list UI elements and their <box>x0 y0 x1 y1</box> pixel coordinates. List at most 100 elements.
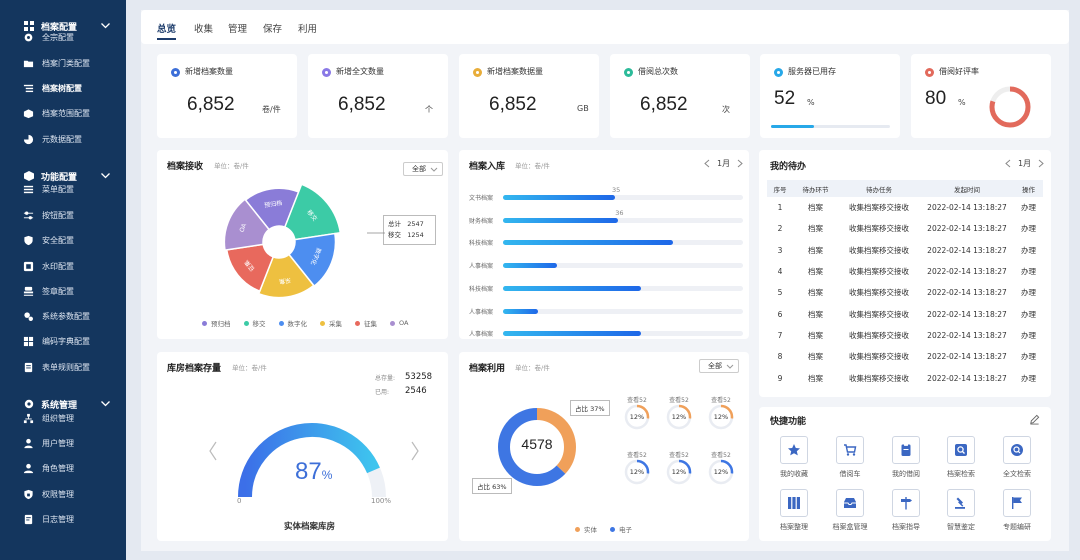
stat-icon <box>473 68 482 77</box>
sidebar-item-16[interactable]: 权限管理 <box>23 483 123 505</box>
sidebar-item-14[interactable]: 用户管理 <box>23 432 123 454</box>
handle-link[interactable]: 办理 <box>1021 267 1036 277</box>
user-icon <box>23 438 34 449</box>
todo-column-header: 待办环节 <box>793 180 838 197</box>
legend-swatch <box>202 320 207 326</box>
bar[interactable] <box>503 331 641 337</box>
sidebar-item-4[interactable]: 元数据配置 <box>23 128 123 150</box>
legend-item: 采集 <box>320 318 342 328</box>
sidebar-item-12[interactable]: 表单规则配置 <box>23 356 123 378</box>
bar[interactable] <box>503 285 641 291</box>
sidebar-item-8[interactable]: 水印配置 <box>23 255 123 277</box>
sidebar-item-label: 菜单配置 <box>42 184 74 194</box>
sidebar-item-10[interactable]: 系统参数配置 <box>23 305 123 327</box>
tab-preserve[interactable]: 保存 <box>263 24 283 35</box>
quick-item-4[interactable]: 全文检索 <box>992 436 1042 479</box>
handle-link[interactable]: 办理 <box>1021 245 1036 255</box>
handle-link[interactable]: 办理 <box>1021 352 1036 362</box>
quick-item-6[interactable]: 档案盒管理 <box>825 489 875 532</box>
sidebar-group-label: 档案配置 <box>41 22 78 33</box>
top-tab-bar: 总览 收集 管理 保存 利用 <box>141 10 1069 44</box>
quick-item-7[interactable]: 档案指导 <box>881 489 931 532</box>
handle-link[interactable]: 办理 <box>1021 309 1036 319</box>
quick-item-1[interactable]: 借阅车 <box>825 436 875 479</box>
sidebar-group-1[interactable]: 功能配置 <box>23 164 110 188</box>
bar-track <box>503 308 743 314</box>
gauge-next-arrow-icon[interactable] <box>409 440 421 462</box>
quick-item-3[interactable]: 档案检索 <box>936 436 986 479</box>
gauge-prev-arrow-icon[interactable] <box>207 440 219 462</box>
bar[interactable] <box>503 308 539 314</box>
chevron-right-icon[interactable] <box>1037 159 1045 168</box>
quick-item-9[interactable]: 专题编研 <box>992 489 1042 532</box>
server-usage-fill <box>771 125 814 128</box>
chevron-right-icon[interactable] <box>736 159 744 168</box>
handle-link[interactable]: 办理 <box>1021 330 1036 340</box>
bar[interactable] <box>503 217 619 223</box>
bar-track <box>503 240 743 246</box>
quick-item-0[interactable]: 我的收藏 <box>769 436 819 479</box>
stat-label: 新增全文数量 <box>336 67 384 76</box>
table-cell: 收集档案移交接收 <box>849 245 909 255</box>
tab-overview[interactable]: 总览 <box>157 24 177 35</box>
table-row: 9 档案 收集档案移交接收 2022-02-14 13:18:27 办理 <box>767 367 1043 388</box>
bar[interactable] <box>503 195 615 200</box>
tab-utilize[interactable]: 利用 <box>298 24 318 35</box>
table-cell: 3 <box>777 245 783 255</box>
receive-filter-select[interactable]: 全部 <box>403 162 443 176</box>
sidebar-item-6[interactable]: 按钮配置 <box>23 204 123 226</box>
stat-icon <box>624 68 633 77</box>
inflow-card: 档案入库 单位：卷/件 1月 文书档案 35 财务档案 36 科技档案 人事档案… <box>459 150 749 339</box>
bar-track <box>503 331 743 337</box>
handle-link[interactable]: 办理 <box>1021 203 1036 213</box>
sidebar-item-2[interactable]: 档案树配置 <box>23 77 123 99</box>
chevron-left-icon[interactable] <box>703 159 711 168</box>
legend-item: 电子 <box>610 524 632 534</box>
quick-item-label: 全文检索 <box>1003 470 1031 478</box>
ring-label: 查看52 <box>669 452 689 459</box>
sidebar-item-7[interactable]: 安全配置 <box>23 229 123 251</box>
sidebar-item-11[interactable]: 编码字典配置 <box>23 330 123 352</box>
sidebar-item-1[interactable]: 档案门类配置 <box>23 52 123 74</box>
tab-manage[interactable]: 管理 <box>228 24 248 35</box>
gear-icon <box>23 32 34 43</box>
handle-link[interactable]: 办理 <box>1021 288 1036 298</box>
sidebar-item-5[interactable]: 菜单配置 <box>23 178 123 200</box>
sidebar-item-13[interactable]: 组织管理 <box>23 407 123 429</box>
edit-icon[interactable] <box>1029 414 1040 425</box>
sidebar-group-label: 功能配置 <box>41 172 78 183</box>
chevron-left-icon[interactable] <box>1004 159 1012 168</box>
ring-value: 12% <box>713 413 729 421</box>
quick-item-5[interactable]: 档案整理 <box>769 489 819 532</box>
bar[interactable] <box>503 263 558 269</box>
inflow-bar-row: 文书档案 35 <box>469 186 749 202</box>
quick-item-2[interactable]: 我的借阅 <box>881 436 931 479</box>
log-icon <box>23 514 34 525</box>
todo-month-nav: 1月 <box>1004 158 1045 169</box>
usage-filter-select[interactable]: 全部 <box>699 359 739 373</box>
usage-unit: 单位：卷/件 <box>515 364 550 372</box>
usage-filter-value: 全部 <box>708 362 722 370</box>
quick-item-8[interactable]: 智慧鉴定 <box>936 489 986 532</box>
watermark-icon <box>23 261 34 272</box>
receive-title: 档案接收 <box>167 162 204 172</box>
chevron-down-icon <box>101 401 110 407</box>
sidebar-item-0[interactable]: 全宗配置 <box>23 26 123 48</box>
tab-collect[interactable]: 收集 <box>194 24 214 35</box>
chevron-down-icon <box>101 23 110 29</box>
sidebar-item-3[interactable]: 档案范围配置 <box>23 102 123 124</box>
sidebar-item-9[interactable]: 签章配置 <box>23 280 123 302</box>
usage-slice[interactable] <box>498 408 576 486</box>
sidebar-item-15[interactable]: 角色管理 <box>23 457 123 479</box>
sidebar-item-17[interactable]: 日志管理 <box>23 508 123 530</box>
judge-icon <box>947 489 975 517</box>
sidebar-group-0[interactable]: 档案配置 <box>23 14 110 38</box>
todo-title: 我的待办 <box>770 162 807 172</box>
legend-swatch <box>610 526 615 532</box>
bar[interactable] <box>503 240 673 246</box>
sidebar-group-2[interactable]: 系统管理 <box>23 392 110 416</box>
handle-link[interactable]: 办理 <box>1021 373 1036 383</box>
archive-grid-icon <box>23 20 35 32</box>
stat-unit: 卷/件 <box>262 105 281 114</box>
handle-link[interactable]: 办理 <box>1021 224 1036 234</box>
